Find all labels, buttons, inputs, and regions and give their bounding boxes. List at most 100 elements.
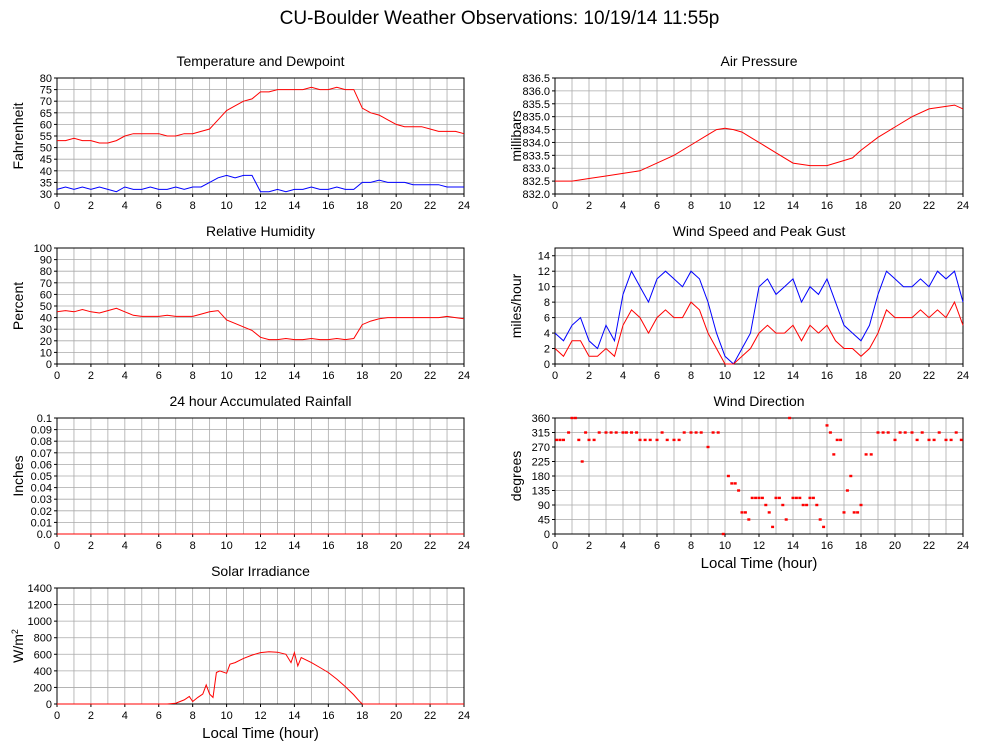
y-axis-label: miles/hour bbox=[508, 273, 524, 338]
x-tick-label: 14 bbox=[787, 200, 799, 212]
x-tick-label: 0 bbox=[54, 370, 60, 382]
chart-title: Relative Humidity bbox=[206, 223, 315, 239]
chart-title: Air Pressure bbox=[720, 53, 797, 69]
x-tick-label: 24 bbox=[458, 370, 470, 382]
data-point bbox=[726, 474, 730, 478]
x-tick-label: 18 bbox=[356, 370, 368, 382]
y-tick-label: 0.1 bbox=[37, 413, 52, 425]
y-axis-label: degrees bbox=[508, 451, 524, 502]
x-tick-label: 14 bbox=[787, 540, 799, 552]
x-tick-label: 8 bbox=[190, 370, 196, 382]
x-tick-label: 16 bbox=[821, 540, 833, 552]
data-point bbox=[624, 431, 628, 434]
y-tick-label: 832.5 bbox=[522, 176, 550, 188]
y-tick-label: 1200 bbox=[28, 600, 52, 612]
x-tick-label: 14 bbox=[288, 370, 300, 382]
data-point bbox=[767, 511, 771, 514]
data-point bbox=[562, 438, 565, 442]
page-title: CU-Boulder Weather Observations: 10/19/1… bbox=[279, 8, 720, 29]
data-point bbox=[937, 431, 941, 434]
x-tick-label: 20 bbox=[889, 540, 901, 552]
data-point bbox=[828, 431, 832, 434]
y-tick-label: 0.07 bbox=[31, 448, 52, 460]
x-tick-label: 2 bbox=[88, 370, 94, 382]
x-tick-label: 6 bbox=[654, 370, 660, 382]
x-tick-label: 6 bbox=[654, 540, 660, 552]
data-point bbox=[864, 453, 868, 456]
x-tick-label: 24 bbox=[458, 200, 470, 212]
x-tick-label: 12 bbox=[254, 540, 266, 552]
x-tick-label: 2 bbox=[88, 540, 94, 552]
data-point bbox=[677, 438, 681, 442]
x-tick-label: 6 bbox=[654, 200, 660, 212]
y-tick-label: 70 bbox=[40, 96, 52, 108]
y-tick-label: 0.0 bbox=[37, 529, 52, 541]
data-point bbox=[842, 511, 846, 514]
y-tick-label: 60 bbox=[40, 119, 52, 131]
y-tick-label: 2 bbox=[544, 344, 550, 356]
y-tick-label: 360 bbox=[532, 413, 550, 425]
y-tick-label: 50 bbox=[40, 301, 52, 313]
data-point bbox=[573, 416, 577, 420]
data-point bbox=[794, 496, 798, 500]
y-tick-label: 90 bbox=[538, 500, 550, 512]
y-tick-label: 40 bbox=[40, 166, 52, 178]
x-tick-label: 0 bbox=[552, 200, 558, 212]
y-tick-label: 0.04 bbox=[31, 483, 52, 495]
data-point bbox=[781, 503, 785, 507]
data-point bbox=[760, 496, 764, 500]
data-point bbox=[777, 496, 781, 500]
x-tick-label: 18 bbox=[855, 540, 867, 552]
series-line-0 bbox=[57, 86, 465, 144]
x-axis-label: Local Time (hour) bbox=[202, 725, 319, 742]
data-point bbox=[832, 453, 836, 456]
x-tick-label: 4 bbox=[122, 540, 128, 552]
y-tick-label: 180 bbox=[532, 471, 550, 483]
x-axis-label: Local Time (hour) bbox=[701, 555, 818, 572]
y-tick-label: 834.0 bbox=[522, 137, 550, 149]
y-axis-label: W/m2 bbox=[10, 629, 26, 663]
series-line-1 bbox=[56, 174, 464, 193]
x-tick-label: 2 bbox=[586, 540, 592, 552]
data-point bbox=[630, 431, 633, 434]
y-tick-label: 1000 bbox=[28, 616, 52, 628]
x-tick-label: 12 bbox=[254, 710, 266, 722]
chart-title: Wind Speed and Peak Gust bbox=[673, 223, 846, 239]
data-point bbox=[798, 496, 802, 500]
x-tick-label: 16 bbox=[322, 200, 334, 212]
x-tick-label: 4 bbox=[122, 710, 128, 722]
x-tick-label: 16 bbox=[322, 710, 334, 722]
y-tick-label: 835.5 bbox=[522, 99, 550, 111]
y-tick-label: 20 bbox=[40, 336, 52, 348]
y-axis-label: millibars bbox=[508, 110, 524, 161]
x-tick-label: 20 bbox=[390, 200, 402, 212]
data-point bbox=[859, 503, 863, 507]
y-tick-label: 35 bbox=[40, 177, 52, 189]
x-tick-label: 8 bbox=[688, 540, 694, 552]
data-point bbox=[648, 438, 652, 442]
series-line-1 bbox=[554, 300, 964, 365]
y-tick-label: 30 bbox=[40, 324, 52, 336]
y-tick-label: 800 bbox=[34, 633, 52, 645]
y-axis-label-superscript: 2 bbox=[10, 629, 20, 634]
data-point bbox=[822, 525, 826, 529]
data-point bbox=[920, 431, 924, 434]
y-tick-label: 60 bbox=[40, 289, 52, 301]
data-point bbox=[927, 438, 931, 442]
x-tick-label: 18 bbox=[855, 370, 867, 382]
data-point bbox=[672, 438, 676, 442]
data-point bbox=[825, 424, 829, 427]
x-tick-label: 18 bbox=[356, 710, 368, 722]
x-tick-label: 4 bbox=[620, 200, 626, 212]
data-point bbox=[743, 511, 747, 514]
x-tick-label: 0 bbox=[552, 540, 558, 552]
data-point bbox=[597, 431, 601, 434]
x-tick-label: 22 bbox=[923, 200, 935, 212]
y-tick-label: 832.0 bbox=[522, 189, 550, 201]
data-point bbox=[716, 431, 720, 434]
y-tick-label: 14 bbox=[538, 251, 550, 263]
chart-temp: Temperature and Dewpoint3035404550556065… bbox=[10, 53, 470, 212]
data-point bbox=[660, 431, 664, 434]
data-point bbox=[949, 438, 953, 442]
